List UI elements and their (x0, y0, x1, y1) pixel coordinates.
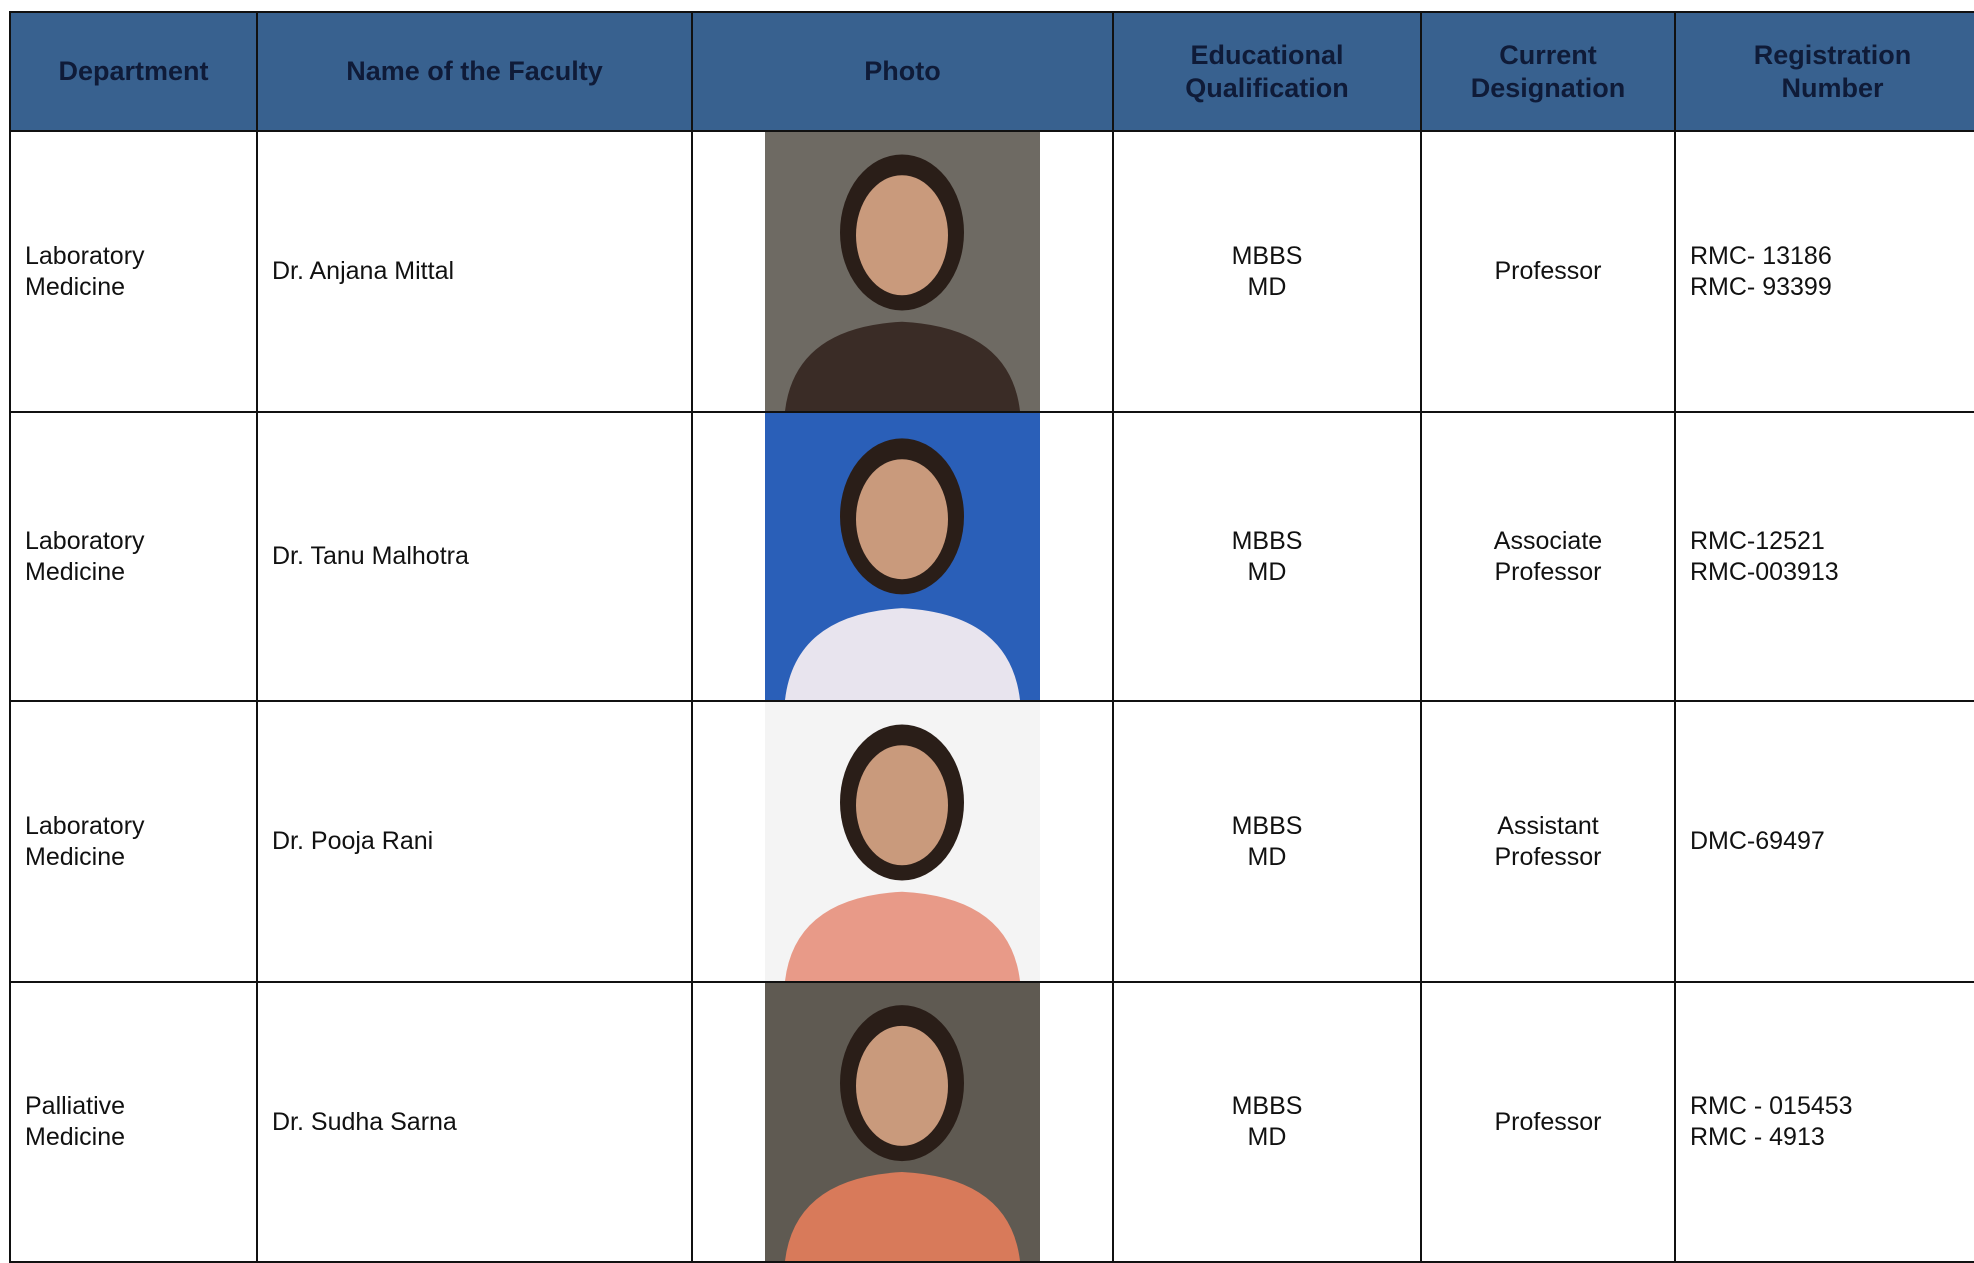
cell-text: MBBS (1231, 811, 1303, 840)
faculty-photo (765, 132, 1040, 411)
cell-text: MD (1247, 272, 1287, 301)
registration-cell: RMC-12521 RMC-003913 (1674, 411, 1974, 702)
photo-cell (691, 700, 1114, 983)
name-cell: Dr. Sudha Sarna (256, 981, 693, 1263)
qualification-cell: MBBS MD (1112, 130, 1422, 413)
cell-text: MD (1247, 557, 1287, 586)
cell-text: Dr. Anjana Mittal (272, 257, 455, 285)
cell-text: RMC-12521 (1690, 526, 1825, 555)
cell-text: Medicine (25, 557, 126, 586)
cell-text: Professor (1494, 842, 1602, 871)
department-cell: Laboratory Medicine (9, 130, 258, 413)
cell-text: Designation (1470, 72, 1626, 103)
cell-text: Palliative (25, 1092, 126, 1120)
cell-text: Dr. Tanu Malhotra (272, 542, 469, 570)
cell-text: RMC- 93399 (1690, 272, 1832, 301)
photo-cell (691, 130, 1114, 413)
photo-cell (691, 981, 1114, 1263)
designation-cell: Professor (1420, 130, 1676, 413)
name-cell: Dr. Pooja Rani (256, 700, 693, 983)
cell-text: Medicine (25, 842, 126, 871)
table-body: Laboratory Medicine Dr. Anjana Mittal MBBS… (9, 130, 1974, 1263)
cell-text: Laboratory (25, 241, 145, 270)
faculty-photo (765, 413, 1040, 700)
cell-text: Qualification (1185, 72, 1349, 103)
cell-text: Dr. Sudha Sarna (272, 1107, 457, 1136)
designation-cell: Assistant Professor (1420, 700, 1676, 983)
designation-cell: Associate Professor (1420, 411, 1676, 702)
cell-text: RMC- 13186 (1690, 241, 1832, 270)
qualification-cell: MBBS MD (1112, 700, 1422, 983)
cell-text: RMC - 015453 (1690, 1092, 1853, 1120)
cell-text: Associate (1493, 526, 1603, 555)
cell-text: MBBS (1231, 1092, 1303, 1120)
registration-cell: RMC - 015453 RMC - 4913 (1674, 981, 1974, 1263)
faculty-photo (765, 702, 1040, 981)
cell-text: RMC-003913 (1690, 557, 1839, 586)
department-cell: Laboratory Medicine (9, 700, 258, 983)
faculty-photo (765, 983, 1040, 1261)
cell-text: Laboratory (25, 811, 145, 840)
cell-text: Professor (1494, 1107, 1602, 1136)
table-row: Palliative Medicine Dr. Sudha Sarna MBBS MD… (9, 981, 1974, 1263)
cell-text: Professor (1494, 557, 1602, 586)
column-header: Registration Number (1674, 11, 1974, 132)
registration-cell: DMC-69497 (1674, 700, 1974, 983)
cell-text: RMC - 4913 (1690, 1123, 1825, 1151)
cell-text: Department (58, 56, 209, 86)
cell-text: Laboratory (25, 526, 145, 555)
cell-text: Educational (1190, 39, 1344, 70)
photo-cell (691, 411, 1114, 702)
table-row: Laboratory Medicine Dr. Anjana Mittal MBBS… (9, 130, 1974, 413)
qualification-cell: MBBS MD (1112, 981, 1422, 1263)
cell-text: Professor (1494, 257, 1602, 285)
name-cell: Dr. Tanu Malhotra (256, 411, 693, 702)
column-header: Current Designation (1420, 11, 1676, 132)
qualification-cell: MBBS MD (1112, 411, 1422, 702)
cell-text: Registration (1753, 39, 1912, 70)
header-row: Department Name of the Faculty Photo Educat… (9, 11, 1974, 132)
cell-text: Current (1499, 39, 1597, 70)
cell-text: MD (1247, 842, 1287, 871)
cell-text: Dr. Pooja Rani (272, 827, 434, 855)
column-header: Name of the Faculty (256, 11, 693, 132)
cell-text: MBBS (1231, 241, 1303, 270)
cell-text: Number (1781, 72, 1884, 103)
cell-text: DMC-69497 (1690, 827, 1825, 855)
cell-text: Medicine (25, 272, 126, 301)
registration-cell: RMC- 13186 RMC- 93399 (1674, 130, 1974, 413)
cell-text: Photo (864, 56, 941, 86)
table-row: Laboratory Medicine Dr. Pooja Rani MBBS MD A… (9, 700, 1974, 983)
column-header: Department (9, 11, 258, 132)
table-row: Laboratory Medicine Dr. Tanu Malhotra MBBS… (9, 411, 1974, 702)
cell-text: Assistant (1497, 811, 1599, 840)
name-cell: Dr. Anjana Mittal (256, 130, 693, 413)
cell-text: Medicine (25, 1123, 126, 1151)
department-cell: Palliative Medicine (9, 981, 258, 1263)
cell-text: MD (1247, 1123, 1287, 1151)
column-header: Photo (691, 11, 1114, 132)
cell-text: MBBS (1231, 526, 1303, 555)
designation-cell: Professor (1420, 981, 1676, 1263)
cell-text: Name of the Faculty (346, 56, 603, 86)
department-cell: Laboratory Medicine (9, 411, 258, 702)
column-header: Educational Qualification (1112, 11, 1422, 132)
faculty-table: Department Name of the Faculty Photo Educat… (9, 11, 1974, 1263)
